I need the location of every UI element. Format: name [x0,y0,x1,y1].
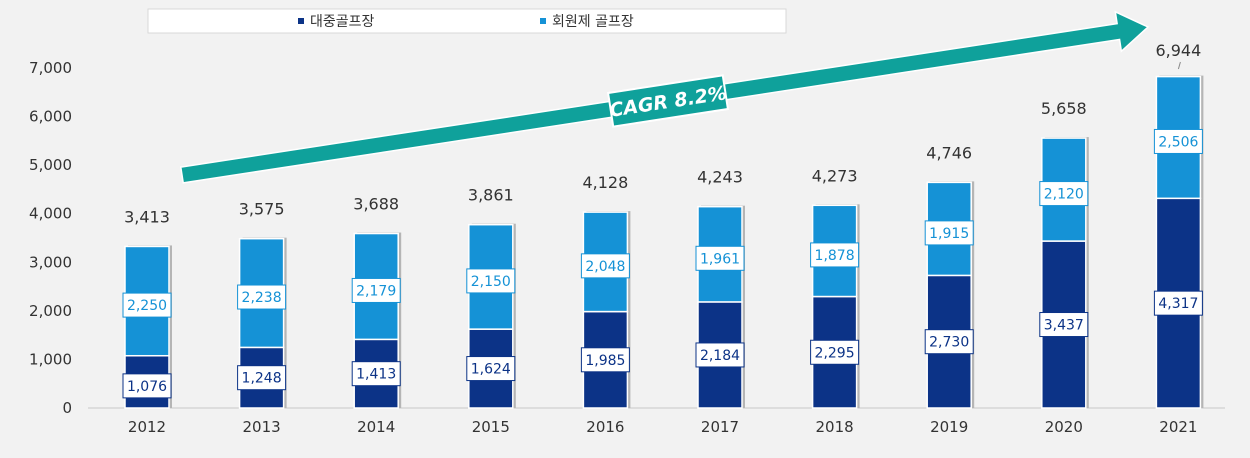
total-label: 3,575 [239,200,285,219]
total-label: 3,688 [353,195,399,214]
data-label-member: 2,179 [351,277,401,303]
total-label: 4,128 [582,173,628,192]
data-label-public: 2,184 [695,342,745,368]
data-label-member: 2,506 [1153,128,1203,154]
y-tick-label: 4,000 [29,205,72,223]
data-label-public-text: 1,076 [127,379,167,395]
data-label-member-text: 2,238 [242,290,282,306]
data-label-member-text: 2,150 [471,274,511,290]
legend-swatch [298,18,304,24]
legend: 대중골프장 회원제 골프장 [147,8,787,34]
total-label: 4,746 [926,143,972,162]
data-label-member: 2,250 [122,292,172,318]
data-label-public-text: 1,413 [356,367,396,383]
data-label-member-text: 2,048 [585,259,625,275]
data-label-member: 2,048 [580,253,630,279]
data-label-public: 1,624 [466,356,516,382]
data-label-public: 2,730 [924,329,974,355]
data-label-member: 2,120 [1039,181,1089,207]
data-label-public: 1,985 [580,347,630,373]
x-tick-label: 2016 [586,418,624,436]
data-label-public-text: 2,730 [929,335,969,351]
x-tick-label: 2019 [930,418,968,436]
data-label-member: 2,150 [466,268,516,294]
data-label-member-text: 1,961 [700,251,740,267]
data-label-public: 1,413 [351,361,401,387]
total-label: 3,861 [468,186,514,205]
data-label-member-text: 2,179 [356,283,396,299]
y-tick-label: 6,000 [29,108,72,126]
data-label-member-text: 2,506 [1158,134,1198,150]
data-label-public-text: 1,985 [585,353,625,369]
data-label-member-text: 2,250 [127,298,167,314]
total-label: 3,413 [124,207,170,226]
data-label-public-text: 1,248 [242,371,282,387]
y-tick-label: 7,000 [29,59,72,77]
data-label-public-text: 4,317 [1158,296,1198,312]
data-label-member-text: 1,878 [815,248,855,264]
data-label-public-text: 2,184 [700,348,740,364]
data-label-public: 4,317 [1153,290,1203,316]
total-label: 4,243 [697,168,743,187]
total-label: 4,273 [812,166,858,185]
x-tick-label: 2015 [472,418,510,436]
x-tick-label: 2020 [1045,418,1083,436]
total-label: 6,944 [1155,41,1201,60]
y-tick-label: 2,000 [29,302,72,320]
data-label-member: 1,961 [695,245,745,271]
legend-label: 대중골프장 [310,14,375,30]
data-label-public: 1,248 [237,365,287,391]
data-label-public-text: 1,624 [471,362,511,378]
legend-label: 회원제 골프장 [552,14,634,30]
y-tick-label: 5,000 [29,156,72,174]
data-label-public-text: 2,295 [815,345,855,361]
x-tick-label: 2017 [701,418,739,436]
total-label: 5,658 [1041,99,1087,118]
x-tick-label: 2021 [1159,418,1197,436]
data-label-member: 1,915 [924,220,974,246]
data-label-member-text: 2,120 [1044,187,1084,203]
total-leader-line [1177,61,1181,70]
data-label-public: 2,295 [810,339,860,365]
x-tick-label: 2018 [816,418,854,436]
data-label-member: 1,878 [810,242,860,268]
data-label-public: 1,076 [122,373,172,399]
x-tick-label: 2013 [243,418,281,436]
y-tick-label: 0 [62,399,72,417]
data-label-public: 3,437 [1039,312,1089,338]
y-tick-label: 1,000 [29,350,72,368]
data-label-public-text: 3,437 [1044,318,1084,334]
data-label-member: 2,238 [237,284,287,310]
y-tick-label: 3,000 [29,253,72,271]
legend-swatch [540,18,546,24]
x-tick-label: 2012 [128,418,166,436]
x-tick-label: 2014 [357,418,395,436]
data-label-member-text: 1,915 [929,226,969,242]
